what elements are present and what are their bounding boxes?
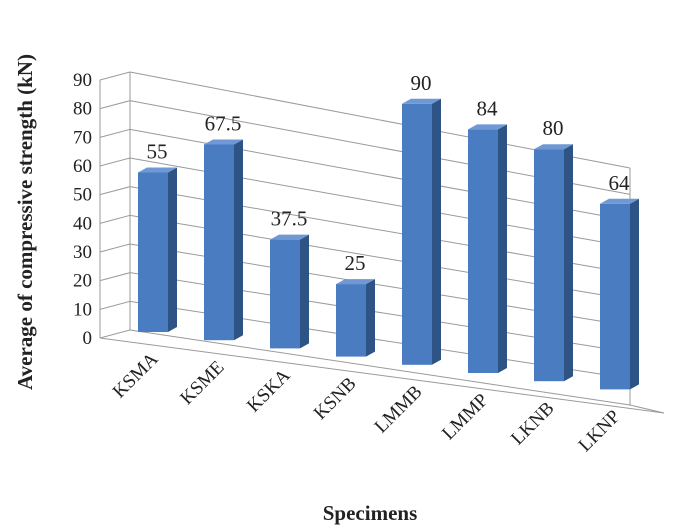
gridline-offset-0 <box>99 329 131 339</box>
x-tick-label-KSNB: KSNB <box>310 373 361 424</box>
y-tick-label: 0 <box>83 328 93 349</box>
x-tick-label-LKNP: LKNP <box>575 406 625 456</box>
bar-front-face <box>534 149 564 382</box>
data-label-KSKA: 37.5 <box>271 207 308 231</box>
x-tick-label-LKNB: LKNB <box>507 398 558 449</box>
y-tick-label: 60 <box>73 156 92 177</box>
y-axis-title: Average of compressive strength (kN) <box>13 54 37 390</box>
bar-LKNP <box>600 198 639 390</box>
bar-top-face <box>270 234 309 240</box>
gridline-offset-40 <box>99 214 131 224</box>
gridlines <box>99 71 665 414</box>
gridline-offset-80 <box>99 100 131 110</box>
bar-side-face <box>300 234 309 349</box>
gridline-offset-70 <box>99 128 131 138</box>
bar-front-face <box>138 172 168 332</box>
bar-side-face <box>564 144 573 382</box>
data-label-LMMB: 90 <box>411 71 432 95</box>
y-tick-label: 50 <box>73 185 92 206</box>
y-tick-label: 40 <box>73 213 92 234</box>
gridline-0 <box>129 329 631 406</box>
x-tick-label-KSME: KSME <box>176 357 228 409</box>
bar-front-face <box>468 129 498 373</box>
bar-KSNB <box>336 279 375 357</box>
bar-side-face <box>366 279 375 357</box>
x-tick-label-LMMB: LMMB <box>371 381 427 437</box>
y-tick-label: 80 <box>73 99 92 120</box>
gridline-offset-50 <box>99 186 131 196</box>
bars <box>138 98 639 390</box>
y-tick-label: 30 <box>73 242 92 263</box>
bar-KSME <box>204 139 243 341</box>
data-label-LMMP: 84 <box>477 96 499 120</box>
floor-right-edge <box>629 404 665 414</box>
x-axis-title: Specimens <box>323 501 418 525</box>
data-label-KSME: 67.5 <box>205 111 242 135</box>
bar-KSKA <box>270 234 309 349</box>
bar-top-face <box>138 167 177 173</box>
y-axis-tick-labels: 0 10 20 30 40 50 60 70 80 90 <box>73 70 92 349</box>
data-label-KSMA: 55 <box>147 140 168 164</box>
bar-side-face <box>234 139 243 341</box>
bar-KSMA <box>138 167 177 332</box>
data-label-KSNB: 25 <box>345 251 366 275</box>
bar-side-face <box>432 98 441 365</box>
bar-front-face <box>270 239 300 349</box>
y-tick-label: 70 <box>73 127 92 148</box>
x-tick-label-KSKA: KSKA <box>243 365 295 417</box>
bar-side-face <box>168 167 177 332</box>
data-label-LKNP: 64 <box>609 171 631 195</box>
x-tick-label-LMMP: LMMP <box>438 390 492 444</box>
bar-top-face <box>402 98 441 104</box>
x-tick-label-KSMA: KSMA <box>109 348 163 402</box>
y-tick-label: 20 <box>73 271 92 292</box>
bar-top-face <box>336 279 375 285</box>
bar-top-face <box>204 139 243 145</box>
gridline-offset-20 <box>99 272 131 282</box>
bar-top-face <box>534 144 573 150</box>
bar-LKNB <box>534 144 573 382</box>
y-tick-label: 90 <box>73 70 92 91</box>
bar-top-face <box>468 124 507 130</box>
y-tick-label: 10 <box>73 299 92 320</box>
bar-top-face <box>600 198 639 204</box>
data-label-LKNB: 80 <box>543 116 564 140</box>
bar-side-face <box>498 124 507 374</box>
bar-front-face <box>204 144 234 341</box>
floor-front-edge <box>99 337 665 414</box>
bar-LMMP <box>468 124 507 374</box>
bar-front-face <box>600 203 630 390</box>
bar-side-face <box>630 198 639 390</box>
bar-front-face <box>402 103 432 365</box>
gridline-offset-90 <box>99 71 131 81</box>
bar-front-face <box>336 284 366 357</box>
gridline-offset-30 <box>99 243 131 253</box>
gridline-offset-10 <box>99 300 131 310</box>
data-labels: 55 67.5 37.5 25 90 84 80 64 <box>147 71 631 275</box>
gridline-offset-60 <box>99 157 131 167</box>
bar-LMMB <box>402 98 441 365</box>
